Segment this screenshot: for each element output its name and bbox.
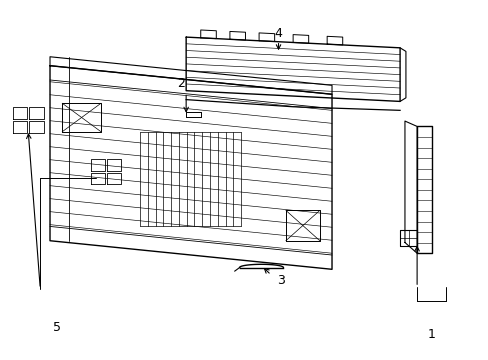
Text: 5: 5: [53, 321, 61, 334]
Text: 3: 3: [277, 274, 285, 287]
Text: 1: 1: [427, 328, 435, 341]
Text: 2: 2: [177, 77, 185, 90]
Text: 4: 4: [274, 27, 282, 40]
